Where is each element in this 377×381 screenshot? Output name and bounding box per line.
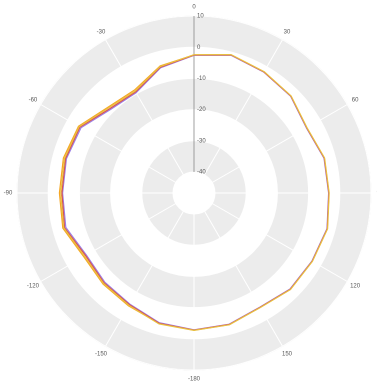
angle-label: -180 bbox=[188, 377, 201, 381]
spoke bbox=[105, 39, 184, 176]
spoke bbox=[204, 39, 283, 176]
spoke bbox=[211, 203, 348, 282]
spoke bbox=[204, 210, 283, 347]
angle-label: -120 bbox=[27, 284, 40, 290]
radial-tick-label: -40 bbox=[197, 170, 206, 176]
angle-label: 60 bbox=[352, 98, 359, 104]
angle-label: -150 bbox=[95, 352, 108, 358]
radial-tick-label: 10 bbox=[197, 14, 204, 20]
spoke bbox=[105, 210, 184, 347]
spoke bbox=[211, 104, 348, 183]
radial-tick-label: -30 bbox=[197, 138, 206, 144]
series-line bbox=[60, 54, 330, 331]
radial-tick-label: 0 bbox=[197, 45, 201, 51]
radial-tick-label: -20 bbox=[197, 107, 206, 113]
angle-label: -30 bbox=[97, 29, 106, 35]
angle-label: 0 bbox=[192, 5, 196, 11]
angle-label: 30 bbox=[284, 29, 291, 35]
angle-label: 150 bbox=[282, 352, 293, 358]
angle-label: 120 bbox=[350, 284, 361, 290]
spoke bbox=[40, 104, 177, 183]
radial-tick-label: -10 bbox=[197, 76, 206, 82]
spoke bbox=[40, 203, 177, 282]
hole bbox=[173, 172, 215, 214]
angle-label: -90 bbox=[4, 191, 13, 197]
angle-label: -60 bbox=[29, 98, 38, 104]
